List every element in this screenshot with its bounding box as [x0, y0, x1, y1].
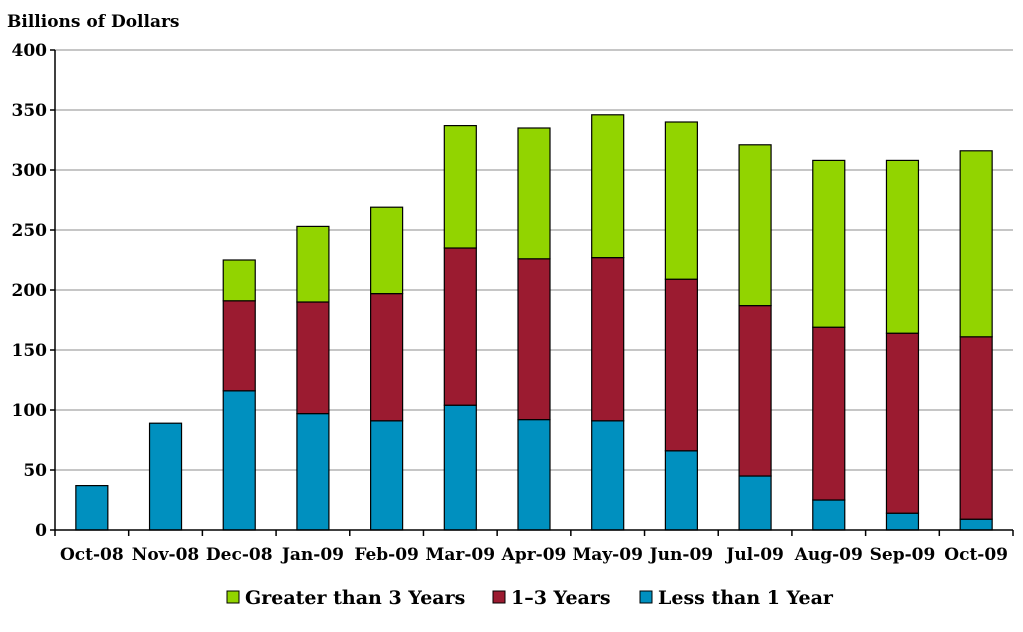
x-tick-label: Feb-09	[354, 545, 419, 565]
bar-segment	[296, 225, 330, 303]
bar-segment	[148, 422, 183, 531]
bar-segment	[664, 121, 698, 280]
bar-segment	[222, 390, 256, 531]
legend-swatch	[226, 590, 240, 604]
x-tick-label: Jun-09	[648, 545, 713, 565]
x-tick-label: Oct-09	[944, 545, 1008, 565]
bar-segment	[738, 475, 772, 531]
y-tick-label: 150	[12, 341, 48, 361]
bar-segment	[517, 419, 551, 531]
x-tick-label: Jan-09	[280, 545, 344, 565]
x-tick-label: Oct-08	[60, 545, 124, 565]
axes	[50, 49, 1014, 536]
bar-segment	[812, 326, 846, 501]
y-tick-labels: 0 50 100 150 200 250 300 350 400	[12, 41, 48, 541]
bar-segment	[296, 301, 330, 415]
bar-segment	[664, 278, 698, 452]
x-tick-label: Apr-09	[501, 545, 567, 565]
y-tick-label: 0	[35, 521, 47, 541]
legend-swatch	[492, 590, 506, 604]
bar-segment	[75, 485, 109, 531]
y-tick-label: 400	[12, 41, 48, 61]
bar-segment	[443, 124, 477, 249]
y-tick-label: 300	[12, 161, 48, 181]
bar-segment	[222, 300, 256, 392]
bar-segment	[517, 127, 551, 260]
bar-segment	[443, 247, 477, 406]
y-tick-label: 100	[12, 401, 48, 421]
x-tick-label: Aug-09	[794, 545, 863, 565]
legend: Greater than 3 Years 1–3 Years Less than 1…	[226, 587, 834, 609]
legend-swatch	[639, 590, 653, 604]
bar-segment	[959, 518, 993, 531]
legend-label: 1–3 Years	[511, 587, 611, 609]
bar-segment	[591, 257, 625, 422]
legend-label: Less than 1 Year	[658, 587, 834, 609]
bar-segment	[885, 512, 920, 531]
y-tick-label: 200	[12, 281, 48, 301]
x-tick-label: May-09	[572, 545, 642, 565]
x-tick-label: Sep-09	[870, 545, 936, 565]
bar-segment	[370, 293, 404, 422]
bar-segment	[738, 305, 772, 477]
bar-segment	[591, 420, 625, 531]
bar-segment	[591, 114, 625, 259]
y-axis-title: Billions of Dollars	[7, 12, 180, 32]
bar-segment	[738, 144, 772, 307]
x-tick-labels: Oct-08 Nov-08 Dec-08 Jan-09 Feb-09 Mar-09 Apr-…	[60, 545, 1008, 565]
y-tick-label: 350	[12, 101, 48, 121]
x-tick-label: Nov-08	[132, 545, 199, 565]
y-tick-label: 50	[23, 461, 47, 481]
y-tick-label: 250	[12, 221, 48, 241]
x-tick-label: Jul-09	[724, 545, 784, 565]
bar-segment	[812, 159, 846, 328]
bar-segment	[370, 420, 404, 531]
bar-segment	[812, 499, 846, 531]
bar-segment	[443, 404, 477, 531]
bar-segment	[885, 332, 920, 514]
bar-segment	[370, 206, 404, 295]
bar-segment	[959, 150, 993, 338]
bar-segment	[885, 159, 920, 334]
x-tick-label: Dec-08	[206, 545, 273, 565]
bar-segment	[222, 259, 256, 302]
bar-segment	[296, 413, 330, 531]
legend-label: Greater than 3 Years	[245, 587, 465, 609]
bars	[75, 114, 993, 531]
bar-segment	[517, 258, 551, 421]
x-tick-label: Mar-09	[426, 545, 496, 565]
bar-segment	[959, 336, 993, 520]
bar-segment	[664, 450, 698, 531]
